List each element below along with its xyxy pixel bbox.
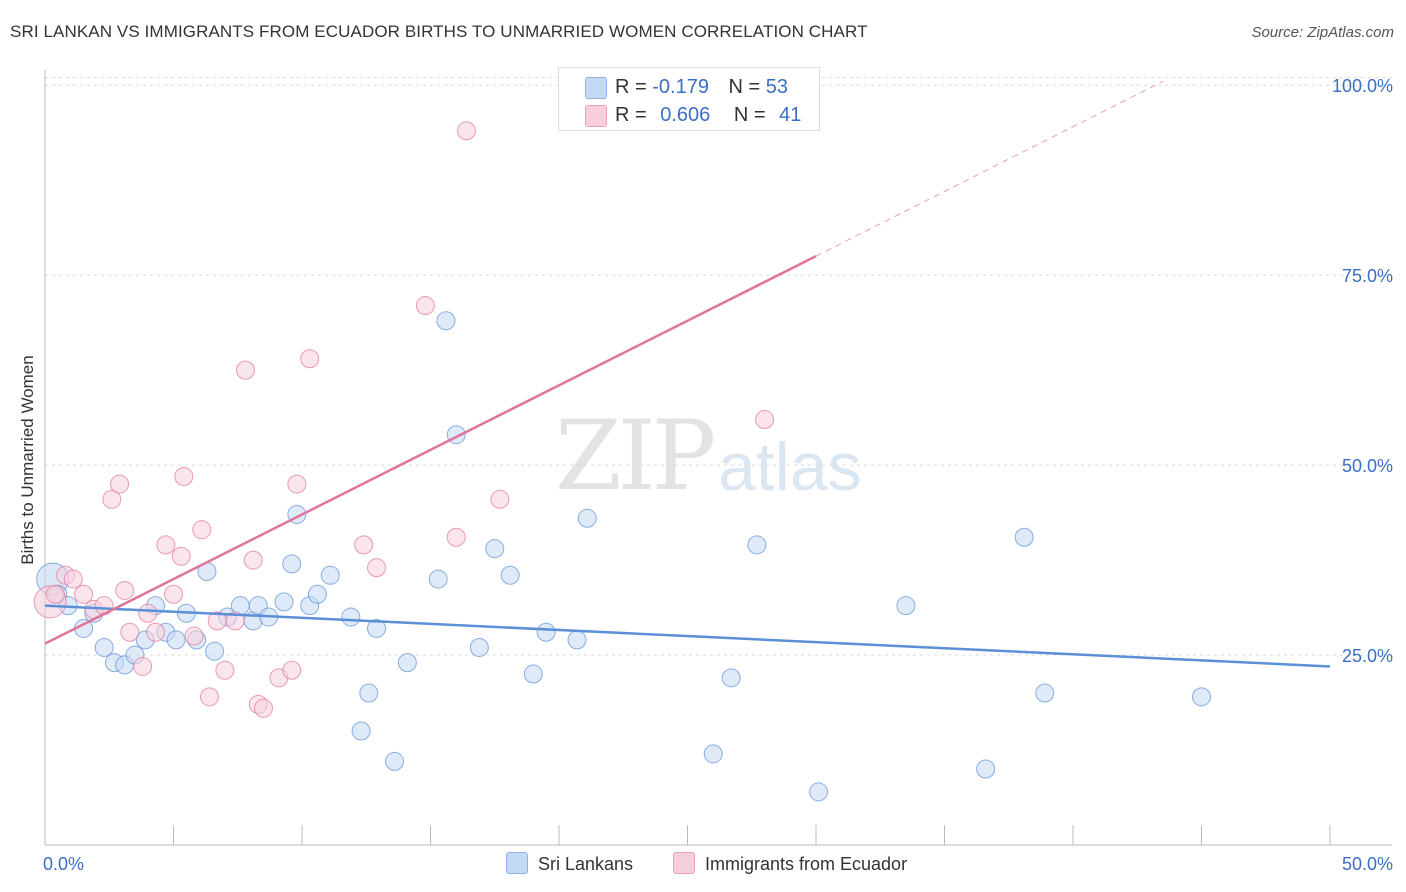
sri-lankans-point (896, 596, 916, 616)
bottom-legend-label: Sri Lankans (538, 854, 634, 874)
sri-lankans-point (274, 592, 294, 612)
sri-lankans-point (721, 668, 741, 688)
ecuador-point (490, 489, 510, 509)
sri-lankans-point (307, 584, 327, 604)
ecuador-point (367, 558, 387, 578)
ecuador-point (102, 489, 122, 509)
sri-lankans-point (385, 751, 405, 771)
ecuador-point (199, 687, 219, 707)
ecuador-point (235, 360, 255, 380)
ecuador-point (63, 569, 83, 589)
watermark-zip: ZIP (555, 400, 716, 512)
ecuador-point (138, 603, 158, 623)
sri-lankans-point (976, 759, 996, 779)
legend-row-sri-lankans: R = -0.179 N = 53 (585, 76, 788, 99)
ecuador-point (164, 584, 183, 604)
bottom-legend-ecuador: Immigrants from Ecuador (673, 852, 907, 875)
sri-lankans-point (747, 535, 767, 555)
y-tick-label: 100.0% (1332, 76, 1393, 96)
ecuador-point (282, 660, 302, 680)
sri-lankans-point (485, 539, 505, 559)
legend-r-label: R = (615, 104, 647, 126)
sri-lankans-point (282, 554, 302, 574)
ecuador-point (354, 535, 374, 555)
sri-lankans-point (367, 618, 387, 638)
ecuador-point (146, 622, 166, 642)
ecuador-point (300, 349, 320, 369)
bottom-legend-swatch-blue (506, 852, 528, 874)
chart-title: SRI LANKAN VS IMMIGRANTS FROM ECUADOR BI… (10, 22, 868, 41)
sri-lankans-point (536, 622, 556, 642)
ecuador-point (133, 656, 153, 676)
watermark-atlas: atlas (718, 429, 862, 505)
sri-lankans-point (205, 641, 225, 661)
legend-swatch-pink (585, 105, 607, 127)
sri-lankans-point (469, 637, 489, 657)
ecuador-point (115, 580, 135, 600)
sri-lankans-point (577, 508, 597, 528)
ecuador-trend-extension (815, 80, 1164, 257)
sri-lankans-point (341, 607, 361, 627)
sri-lankans-point (1192, 687, 1211, 707)
ecuador-point (120, 622, 140, 642)
sri-lankans-point (567, 630, 587, 650)
sri-lankans-point (1035, 683, 1055, 703)
sri-lankans-point (1014, 527, 1034, 547)
sri-lankans-point (320, 565, 340, 585)
bottom-legend-label: Immigrants from Ecuador (705, 854, 908, 874)
legend-r-value: -0.179 (652, 76, 709, 98)
ecuador-point (415, 296, 435, 316)
legend-r-label: R = (615, 76, 647, 98)
legend-n-label: N = (728, 76, 761, 98)
ecuador-point (45, 584, 65, 604)
ecuador-point (174, 466, 194, 486)
ecuador-point (253, 698, 273, 718)
sri-lankans-point (359, 683, 379, 703)
sri-lankans-point (809, 782, 829, 802)
legend-n-value: 41 (779, 104, 802, 126)
y-tick-label: 75.0% (1342, 266, 1393, 286)
x-tick-label: 0.0% (43, 854, 84, 874)
sri-lankans-point (703, 744, 723, 764)
stats-legend: R = -0.179 N = 53 R = 0.606 N = 41 (558, 67, 820, 131)
ecuador-trend-line (44, 255, 817, 645)
ecuador-point (171, 546, 191, 566)
ecuador-point (243, 550, 263, 570)
ecuador-point (156, 535, 176, 555)
ecuador-point (74, 584, 94, 604)
ecuador-point (287, 474, 307, 494)
legend-r-value: 0.606 (660, 104, 711, 126)
sri-lankans-point (166, 630, 186, 650)
legend-row-ecuador: R = 0.606 N = 41 (585, 104, 801, 127)
ecuador-point (446, 527, 466, 547)
sri-lankans-point (436, 311, 456, 331)
sri-lankans-point (94, 637, 114, 657)
ecuador-point (215, 660, 235, 680)
y-tick-label: 50.0% (1342, 456, 1393, 476)
legend-n-value: 53 (765, 76, 789, 98)
sri-lankans-point (428, 569, 448, 589)
legend-swatch-blue (585, 77, 607, 99)
ecuador-point (755, 410, 775, 430)
sri-lankans-point (397, 653, 417, 673)
bottom-legend-sri-lankans: Sri Lankans (506, 852, 633, 875)
sri-lankans-point (351, 721, 371, 741)
x-tick-label: 50.0% (1342, 854, 1393, 874)
ecuador-point (184, 626, 204, 646)
y-tick-label: 25.0% (1342, 646, 1393, 666)
sri-lankans-trend-line (44, 604, 1331, 668)
bottom-legend-swatch-pink (673, 852, 695, 874)
ecuador-point (110, 474, 130, 494)
source-label: Source: ZipAtlas.com (1251, 24, 1394, 41)
ecuador-point (192, 520, 212, 540)
sri-lankans-point (523, 664, 543, 684)
ecuador-point (456, 121, 476, 141)
ecuador-point (225, 611, 245, 631)
legend-n-label: N = (733, 104, 766, 126)
sri-lankans-point (500, 565, 520, 585)
